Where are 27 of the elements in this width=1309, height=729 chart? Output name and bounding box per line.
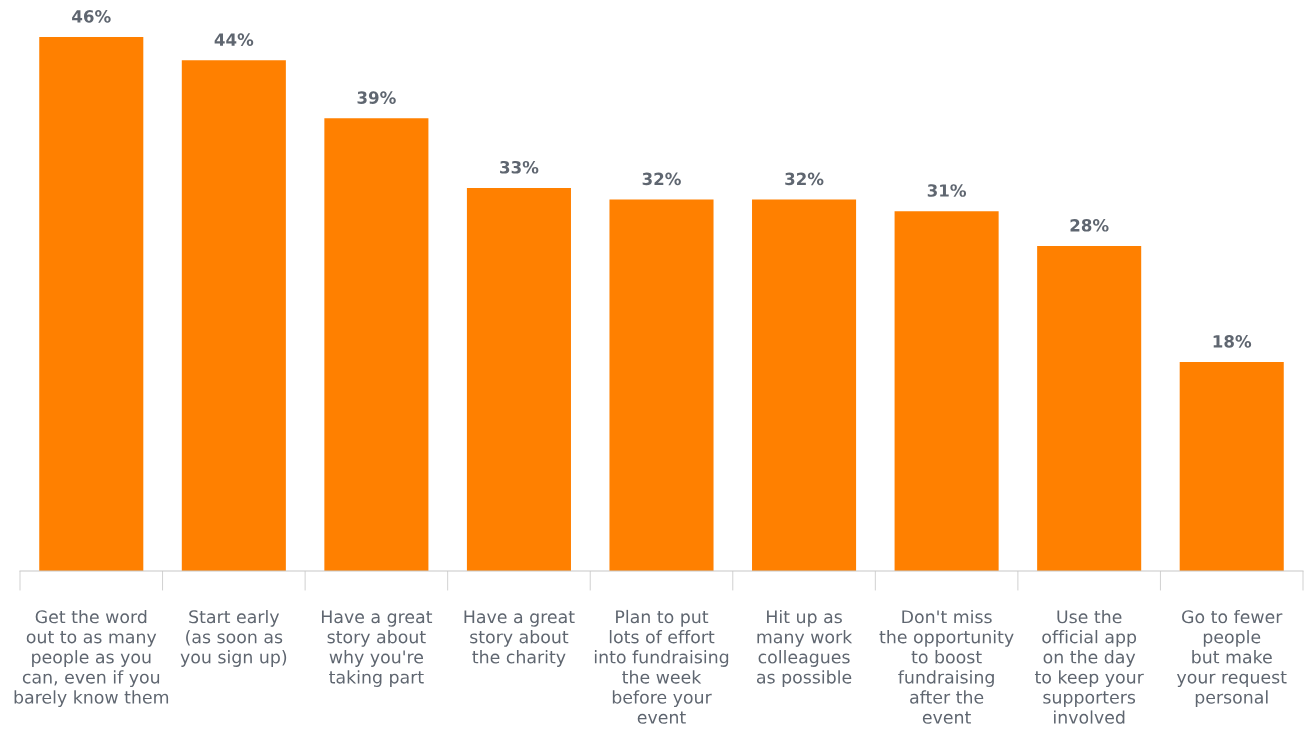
data-label: 44% <box>214 33 254 46</box>
bar <box>894 211 999 571</box>
bar <box>466 187 571 571</box>
data-label: 33% <box>500 160 539 174</box>
x-tick-label: Start early (as soon as you sign up) <box>180 609 287 667</box>
x-tick-label: Have a great story about the charity <box>464 610 575 667</box>
data-label: 39% <box>357 91 396 104</box>
data-label: 18% <box>1213 335 1252 348</box>
x-tick-label: Don't miss the opportunity to boost fundraising after the event <box>879 609 1014 724</box>
bar <box>1037 245 1142 571</box>
data-label: 32% <box>642 172 681 186</box>
bar <box>181 60 286 571</box>
bar <box>39 37 144 571</box>
bar <box>324 118 429 571</box>
x-tick-label: Hit up as many work colleagues as possible <box>756 609 853 687</box>
data-label: 46% <box>72 10 111 23</box>
x-tick-label: Plan to put lots of effort into fundraising the week before your event <box>594 609 729 724</box>
data-label: 32% <box>785 172 824 186</box>
data-label: 31% <box>927 184 967 197</box>
data-label: 28% <box>1070 219 1109 232</box>
x-tick-label: Go to fewer people but make your request personal <box>1176 609 1287 708</box>
x-tick-label: Use the official app on the day to keep your supporters involved <box>1034 609 1144 724</box>
bar <box>752 199 857 571</box>
x-tick-label: Get the word out to as many people as you can, even if you barely know them <box>14 609 169 708</box>
bar <box>609 199 714 571</box>
x-tick-label: Have a great story about why you're taking part <box>321 610 433 687</box>
bar <box>1179 362 1284 571</box>
